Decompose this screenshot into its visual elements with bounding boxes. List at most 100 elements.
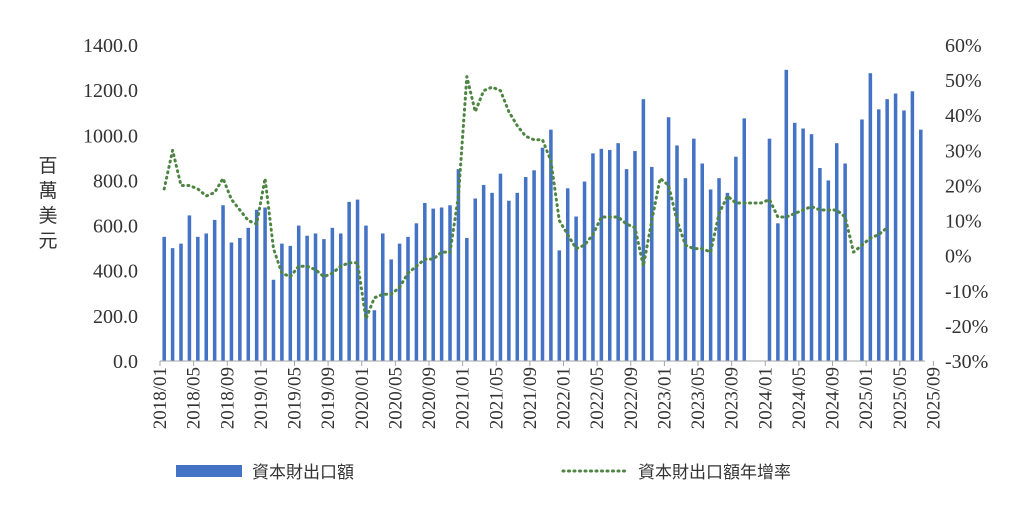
bar-84 bbox=[868, 73, 873, 362]
bar-64 bbox=[700, 163, 704, 361]
bar-18 bbox=[313, 233, 318, 361]
bar-57 bbox=[641, 99, 646, 362]
y-tick-label: 1000.0 bbox=[83, 125, 138, 147]
x-tick-label: 2019/09 bbox=[318, 367, 339, 429]
left-axis-ticks: 0.0 200.0 400.0 600.0 800.0 1000.0 1200.0 1400.… bbox=[83, 35, 138, 373]
x-tick-label: 2022/09 bbox=[621, 367, 642, 429]
y2-tick-label: 0% bbox=[945, 246, 972, 268]
y2-tick-label: 60% bbox=[945, 35, 982, 57]
bar-47 bbox=[557, 250, 562, 361]
x-tick-label: 2024/01 bbox=[755, 367, 776, 429]
y2-tick-label: 40% bbox=[945, 105, 982, 127]
bar-28 bbox=[397, 243, 402, 361]
bar-72 bbox=[767, 138, 772, 361]
bar-16 bbox=[296, 225, 301, 361]
bar-series bbox=[162, 69, 923, 362]
legend-swatch-bar bbox=[176, 465, 242, 477]
bar-63 bbox=[692, 138, 696, 361]
bar-51 bbox=[591, 153, 595, 361]
bar-68 bbox=[734, 156, 738, 361]
bar-36 bbox=[465, 237, 469, 361]
x-tick-label: 2020/09 bbox=[419, 367, 440, 429]
legend-label-line: 資本財出口額年增率 bbox=[638, 463, 791, 483]
bar-34 bbox=[448, 205, 452, 361]
growth-rate-line bbox=[162, 75, 889, 321]
bar-49 bbox=[574, 216, 578, 361]
x-tick-label: 2020/05 bbox=[385, 367, 406, 429]
bar-60 bbox=[666, 117, 671, 361]
bar-40 bbox=[498, 173, 503, 361]
bar-37 bbox=[473, 198, 478, 361]
bar-39 bbox=[490, 192, 494, 361]
legend: 資本財出口額 資本財出口額年增率 bbox=[176, 463, 791, 483]
y2-tick-label: 30% bbox=[945, 140, 982, 162]
x-tick-label: 2023/05 bbox=[688, 367, 709, 429]
bar-69 bbox=[742, 118, 747, 361]
bar-44 bbox=[532, 170, 536, 361]
bar-38 bbox=[481, 184, 486, 361]
bar-5 bbox=[204, 233, 208, 361]
bar-56 bbox=[633, 151, 637, 361]
bar-10 bbox=[246, 227, 251, 361]
bar-14 bbox=[280, 243, 284, 361]
bar-17 bbox=[305, 235, 309, 361]
bar-24 bbox=[364, 225, 368, 361]
bar-77 bbox=[809, 134, 814, 361]
x-tick-label: 2022/01 bbox=[554, 367, 575, 429]
bar-89 bbox=[910, 91, 915, 362]
legend-label-bar: 資本財出口額 bbox=[252, 463, 354, 483]
x-tick-label: 2021/05 bbox=[486, 367, 507, 429]
right-axis-ticks: -30% -20% -10% 0% 10% 20% 30% 40% 50% 60% bbox=[945, 35, 988, 373]
bar-85 bbox=[877, 109, 881, 361]
bar-9 bbox=[238, 237, 242, 361]
bar-62 bbox=[683, 178, 688, 361]
bar-48 bbox=[565, 188, 570, 361]
bar-74 bbox=[784, 69, 789, 361]
bar-54 bbox=[616, 143, 620, 361]
bar-43 bbox=[523, 177, 528, 361]
x-axis-ticks: 2018/01 2018/05 2018/09 2019/01 2019/05 2019/… bbox=[150, 361, 944, 429]
bar-79 bbox=[826, 180, 831, 361]
bar-29 bbox=[406, 236, 410, 361]
bar-20 bbox=[330, 227, 335, 361]
bar-4 bbox=[196, 236, 200, 361]
bar-78 bbox=[818, 168, 822, 361]
bar-22 bbox=[347, 201, 351, 361]
bar-32 bbox=[431, 208, 435, 361]
bar-90 bbox=[919, 129, 923, 361]
x-tick-label: 2024/09 bbox=[823, 367, 844, 429]
x-tick-label: 2025/01 bbox=[856, 367, 877, 429]
bar-11 bbox=[254, 209, 259, 361]
y2-tick-label: 50% bbox=[945, 70, 982, 92]
bar-13 bbox=[271, 279, 276, 361]
bar-66 bbox=[717, 178, 721, 361]
y-tick-label: 0.0 bbox=[113, 351, 138, 373]
bar-8 bbox=[229, 242, 234, 361]
bar-52 bbox=[599, 148, 604, 361]
x-tick-label: 2019/05 bbox=[285, 367, 306, 429]
bar-35 bbox=[456, 169, 461, 361]
bar-3 bbox=[187, 215, 192, 361]
bar-61 bbox=[675, 145, 679, 361]
y2-tick-label: 10% bbox=[945, 211, 982, 233]
x-tick-label: 2022/05 bbox=[587, 367, 608, 429]
bar-12 bbox=[263, 207, 267, 361]
bar-25 bbox=[372, 310, 377, 361]
y2-tick-label: -30% bbox=[945, 351, 988, 373]
bar-19 bbox=[322, 239, 326, 361]
y-tick-label: 400.0 bbox=[93, 261, 138, 283]
bar-76 bbox=[801, 128, 805, 361]
bar-81 bbox=[843, 163, 847, 361]
x-tick-label: 2018/01 bbox=[150, 367, 171, 429]
bar-21 bbox=[338, 233, 343, 361]
x-tick-label: 2020/01 bbox=[352, 367, 373, 429]
bar-80 bbox=[834, 143, 839, 361]
bar-45 bbox=[540, 147, 545, 361]
bar-30 bbox=[414, 223, 419, 361]
y2-tick-label: -10% bbox=[945, 281, 988, 303]
x-tick-label: 2023/09 bbox=[722, 367, 743, 429]
y2-tick-label: 20% bbox=[945, 175, 982, 197]
line-series bbox=[162, 75, 889, 321]
bar-1 bbox=[170, 248, 175, 361]
